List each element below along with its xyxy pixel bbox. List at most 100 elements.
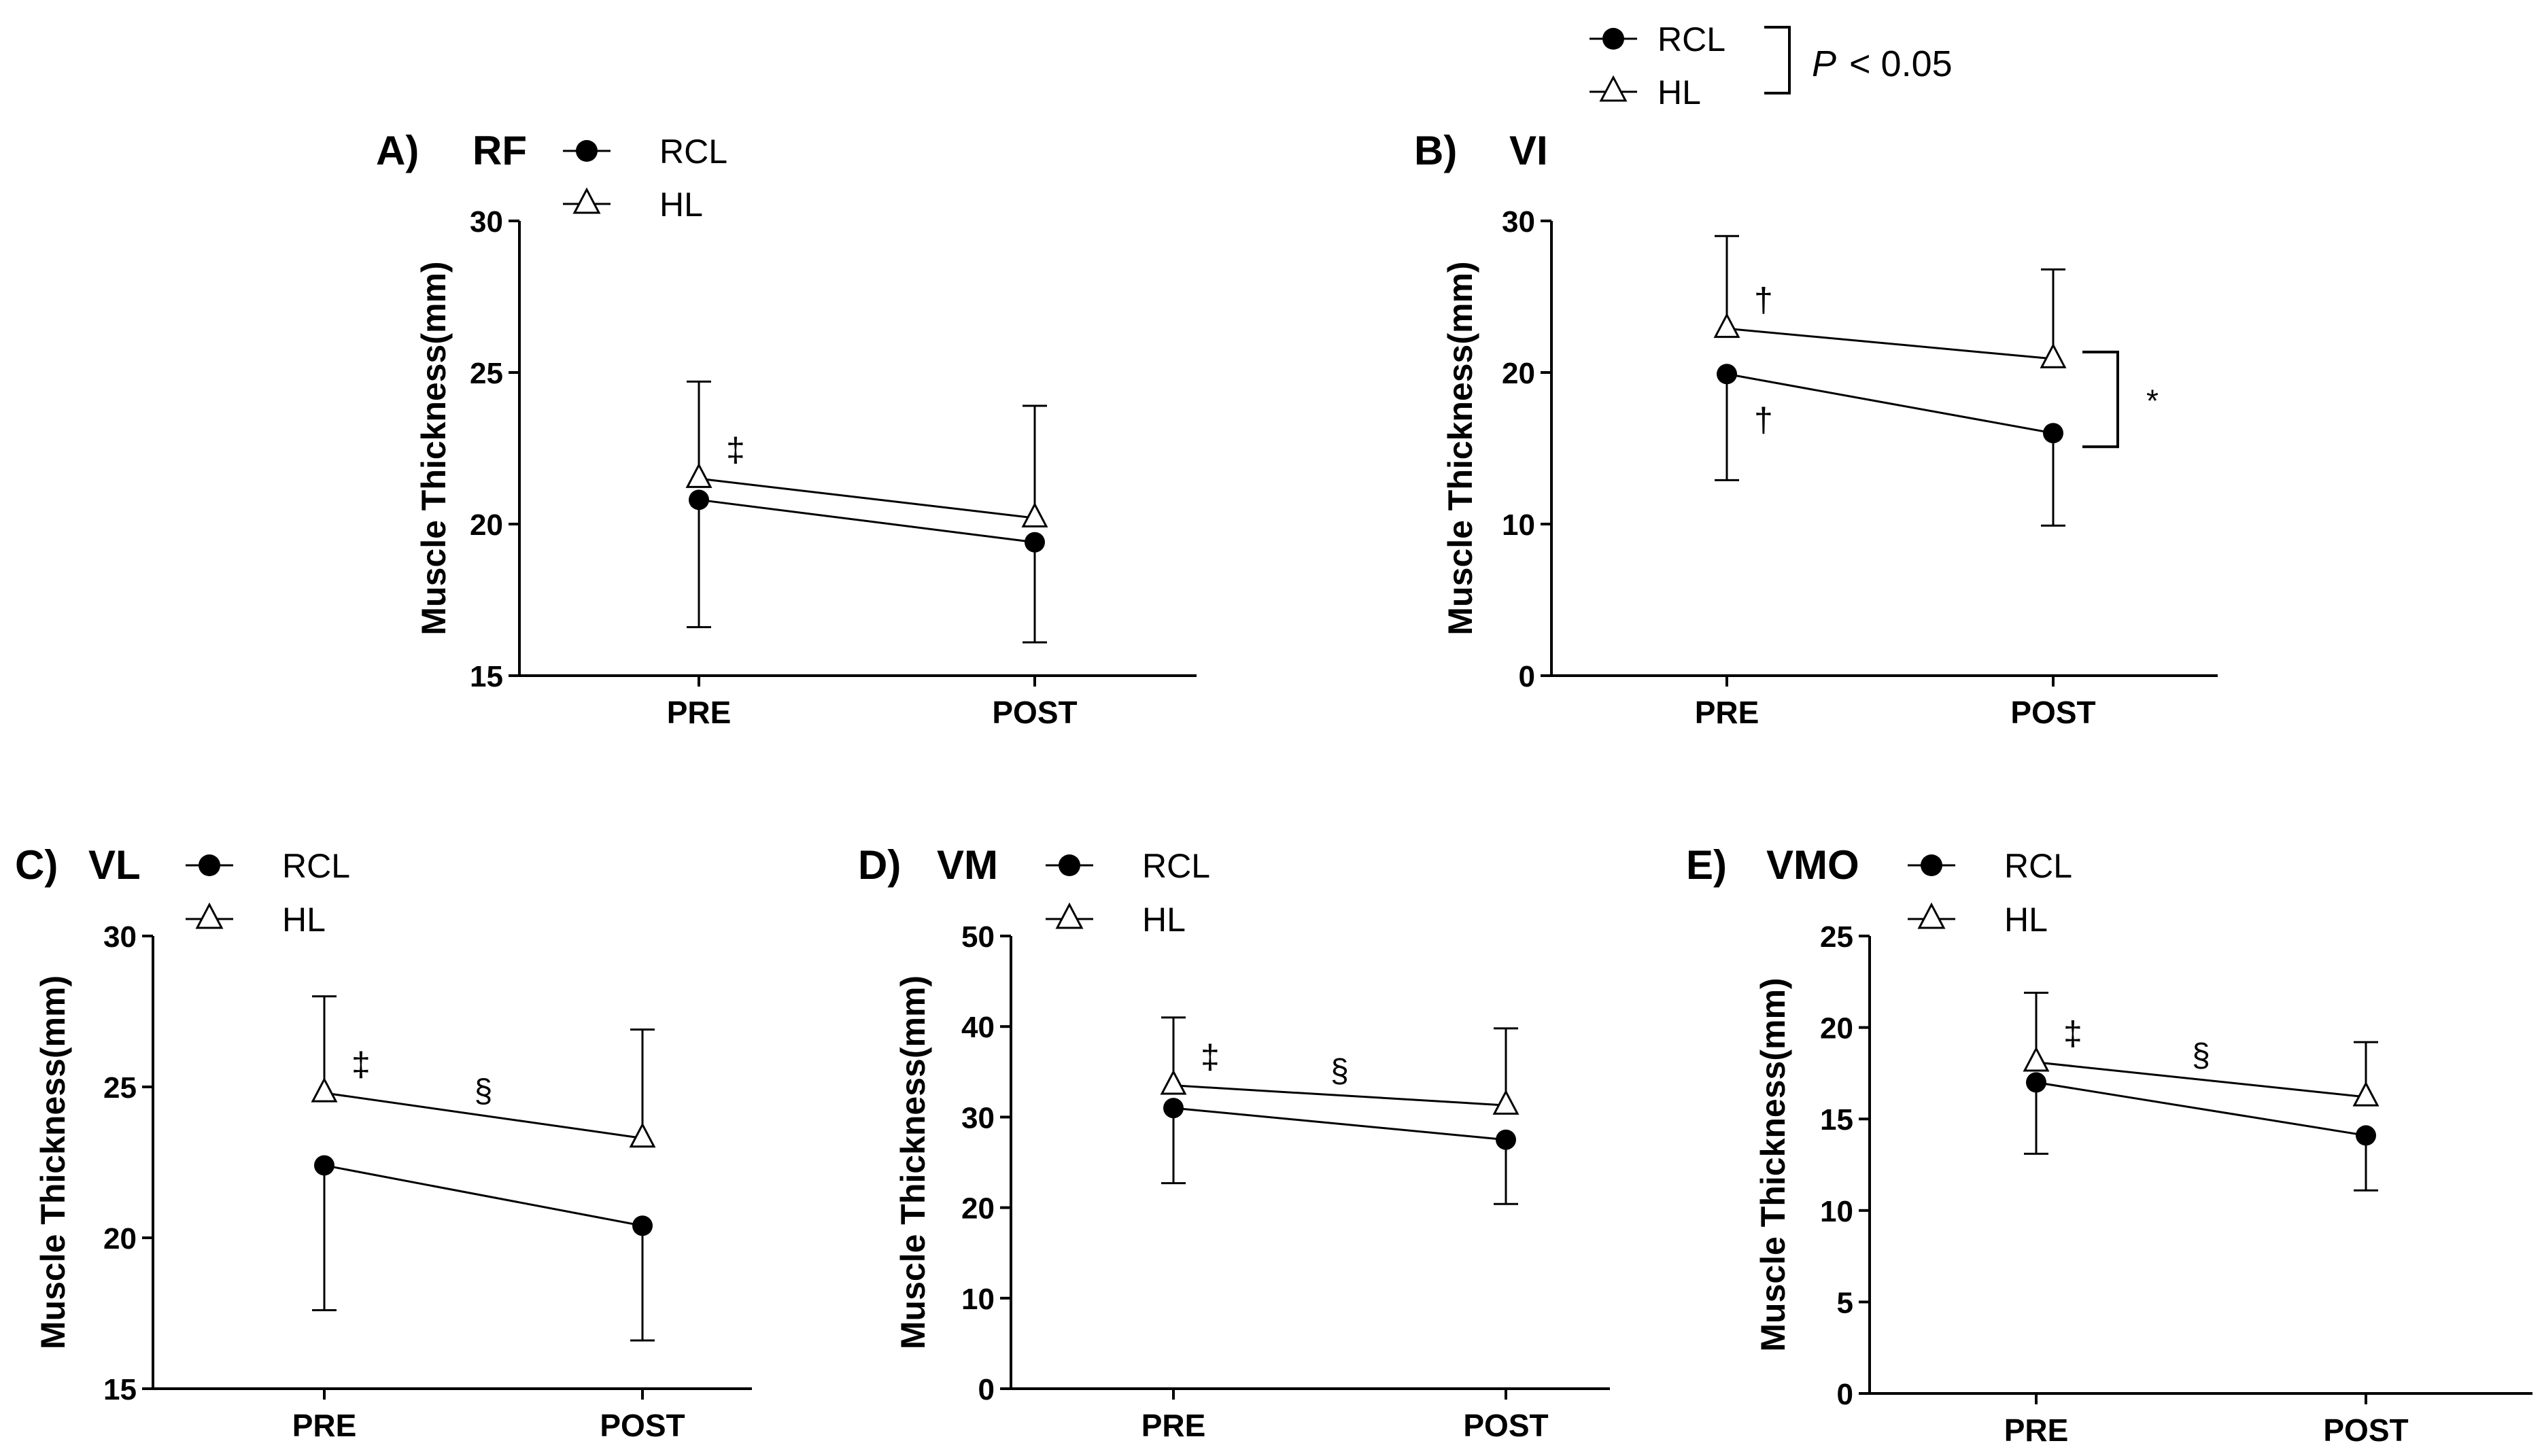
panel-vm-ytick-label-0: 0 (978, 1373, 995, 1406)
panels: A) RF RCL HL 15 20 25 30 PRE POST Muscle Thickness… (15, 128, 2532, 1448)
panel-vmo-ytick-label-25: 25 (1820, 920, 1853, 954)
panel-vi-ytick-label-20: 20 (1502, 357, 1535, 390)
panel-rf: A) RF RCL HL 15 20 25 30 PRE POST Muscle Thickness… (376, 128, 1197, 730)
panel-vmo-legend-marker-rcl (1921, 854, 1942, 876)
panel-vi-ytick-label-10: 10 (1502, 508, 1535, 542)
panel-vl-ylabel: Muscle Thickness(mm) (34, 975, 72, 1349)
panel-vm-annotation-1: § (1330, 1053, 1349, 1089)
panel-vi-xtick-label-pre: PRE (1695, 695, 1759, 730)
global-legend-p-label: P (1812, 44, 1836, 84)
panel-vmo-point-rcl-pre (2026, 1072, 2046, 1093)
panel-vm: D) VM RCL HL 0 10 20 30 40 50 PRE POST Muscle Thickn… (858, 842, 1610, 1443)
panel-rf-letter: A) (376, 128, 419, 173)
panel-vl-point-rcl-pre (314, 1155, 334, 1176)
global-legend-label-rcl: RCL (1658, 20, 1725, 58)
panel-vm-legend-marker-rcl (1059, 854, 1080, 876)
panel-vi-ylabel: Muscle Thickness(mm) (1441, 261, 1479, 635)
panel-rf-ytick-label-30: 30 (470, 205, 503, 239)
panel-vmo-point-hl-post (2352, 1081, 2380, 1107)
panel-vl-annotation-1: § (475, 1073, 493, 1109)
panel-rf-legend-marker-hl (572, 187, 601, 214)
panel-vl-ytick-label-30: 30 (103, 920, 137, 954)
panel-rf-legend-label-hl: HL (659, 186, 703, 224)
panel-vmo-ytick-label-15: 15 (1820, 1103, 1853, 1137)
panel-vm-letter: D) (858, 842, 901, 888)
panel-vm-title: VM (937, 842, 998, 888)
panel-rf-series-line-rcl (698, 498, 1035, 544)
panel-vl-point-hl-pre (311, 1077, 338, 1103)
panel-rf-point-rcl-post (1025, 532, 1045, 553)
panel-vm-legend-marker-hl (1055, 902, 1084, 929)
panel-vm-legend-label-rcl: RCL (1142, 847, 1210, 885)
panel-vm-legend-label-hl: HL (1142, 901, 1186, 939)
panel-vi-annotation-2: * (2146, 383, 2159, 419)
panel-vl-series-line-hl (324, 1092, 643, 1139)
panel-vmo-legend-label-rcl: RCL (2004, 847, 2072, 885)
panel-rf-annotation-0: ‡ (726, 431, 745, 469)
panel-vi-annotation-0: † (1754, 281, 1773, 319)
panel-vm-annotation-0: ‡ (1201, 1038, 1220, 1076)
panel-vl-point-hl-post (629, 1122, 656, 1148)
panel-vi-point-rcl-post (2043, 423, 2063, 444)
panel-vm-point-rcl-post (1496, 1129, 1516, 1150)
panel-vm-ytick-label-50: 50 (961, 920, 995, 954)
panel-vl-title: VL (88, 842, 141, 888)
panel-rf-legend-marker-rcl (576, 140, 598, 162)
panel-vl-xtick-label-pre: PRE (292, 1408, 357, 1443)
panel-vi-title: VI (1509, 128, 1548, 173)
panel-vl-ytick-label-20: 20 (103, 1222, 137, 1255)
panel-vm-ytick-label-10: 10 (961, 1283, 995, 1316)
global-legend-marker-hl (1599, 75, 1628, 102)
panel-vi-series-line-rcl (1726, 372, 2054, 434)
panel-vmo-ytick-label-10: 10 (1820, 1195, 1853, 1228)
panel-rf-point-hl-pre (685, 462, 712, 488)
panel-vi-point-rcl-pre (1717, 364, 1737, 385)
panel-vi-annotation-1: † (1754, 401, 1773, 439)
panel-vl-point-rcl-post (632, 1215, 653, 1236)
panel-vi-point-hl-post (2040, 343, 2067, 368)
panel-vi-xtick-label-post: POST (2010, 695, 2095, 730)
panel-vm-point-hl-post (1492, 1089, 1519, 1115)
panel-vmo-legend-label-hl: HL (2004, 901, 2048, 939)
panel-vl-legend-label-rcl: RCL (282, 847, 350, 885)
panel-rf-series-line-hl (698, 477, 1035, 519)
panel-rf-legend-label-rcl: RCL (659, 133, 727, 171)
panel-vmo-ytick-label-20: 20 (1820, 1012, 1853, 1045)
panel-vmo-letter: E) (1686, 842, 1727, 888)
panel-vmo: E) VMO RCL HL 0 5 10 15 20 25 PRE POST Muscle Thickn… (1686, 842, 2532, 1448)
panel-vm-ytick-label-20: 20 (961, 1192, 995, 1226)
global-legend: RCL HL P < 0.05 (1590, 20, 1953, 111)
panel-vi-sig-bracket (2082, 350, 2119, 449)
panel-vmo-ylabel: Muscle Thickness(mm) (1754, 977, 1792, 1351)
panel-rf-ytick-label-25: 25 (470, 357, 503, 390)
panel-vi-ytick-label-0: 0 (1519, 660, 1535, 693)
panel-vm-series-line-hl (1173, 1084, 1507, 1107)
panel-rf-ytick-label-15: 15 (470, 660, 503, 693)
panel-vl-letter: C) (15, 842, 58, 888)
panel-vm-xtick-label-post: POST (1463, 1408, 1548, 1443)
panel-vm-ytick-label-40: 40 (961, 1011, 995, 1044)
panel-vi-series-line-hl (1726, 327, 2054, 360)
global-legend-marker-rcl (1602, 28, 1624, 50)
panel-vm-ylabel: Muscle Thickness(mm) (894, 975, 932, 1349)
panel-vmo-ytick-label-5: 5 (1837, 1286, 1853, 1319)
panel-rf-point-rcl-pre (689, 489, 709, 510)
global-legend-label-hl: HL (1658, 73, 1701, 111)
panel-vmo-annotation-0: ‡ (2063, 1015, 2082, 1053)
panel-vm-point-rcl-pre (1163, 1098, 1184, 1119)
panel-rf-ytick-label-20: 20 (470, 508, 503, 542)
panel-vl-series-line-rcl (324, 1164, 643, 1227)
panel-vm-xtick-label-pre: PRE (1141, 1408, 1206, 1443)
panel-vmo-legend-marker-hl (1917, 902, 1946, 929)
global-legend-p-value: < 0.05 (1849, 44, 1953, 84)
panel-rf-xtick-label-post: POST (992, 695, 1077, 730)
panel-vi-letter: B) (1414, 128, 1457, 173)
panel-vm-ytick-label-30: 30 (961, 1101, 995, 1134)
panel-vm-series-line-rcl (1173, 1107, 1507, 1141)
panel-vi-ytick-label-30: 30 (1502, 205, 1535, 239)
panel-rf-xtick-label-pre: PRE (667, 695, 732, 730)
panel-rf-point-hl-post (1021, 502, 1048, 527)
panel-vl-ytick-label-25: 25 (103, 1071, 137, 1105)
panel-vmo-series-line-hl (2036, 1061, 2367, 1098)
